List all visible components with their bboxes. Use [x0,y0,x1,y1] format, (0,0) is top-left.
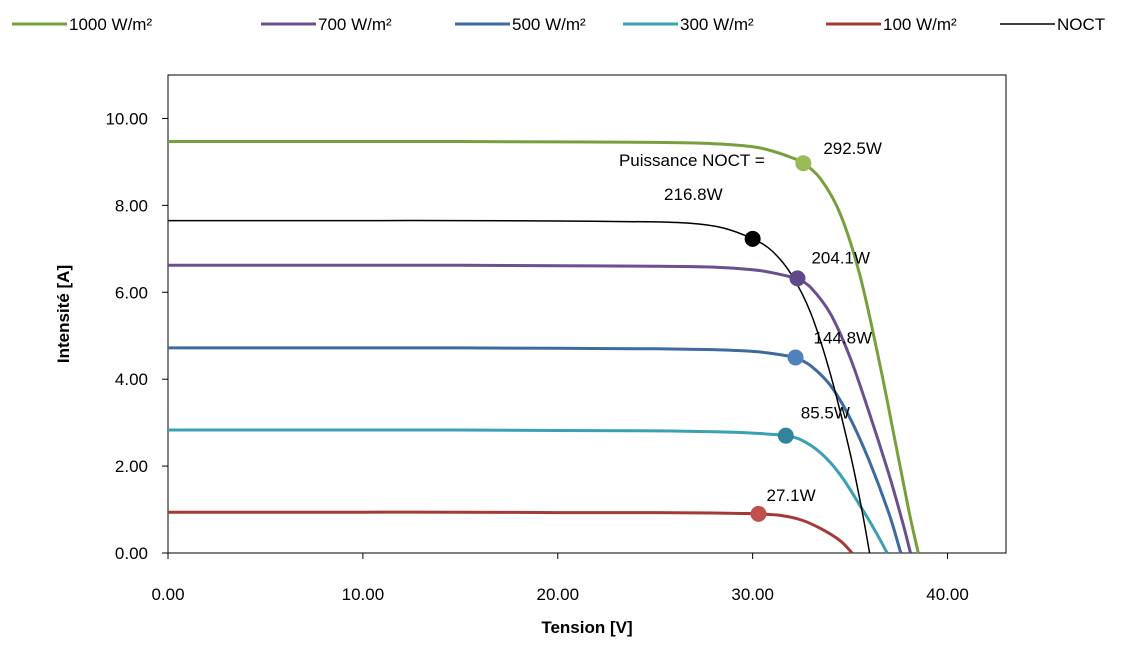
axes: 0.00 10.00 20.00 30.00 40.00 0.00 2.00 4.00 6.00… [105,109,968,604]
series-line-2 [168,346,903,554]
power-label-0: 292.5W [823,139,882,158]
power-label-2: 144.8W [814,328,873,347]
x-tick-label-1: 10.00 [342,585,385,604]
x-tick-label-0: 0.00 [151,585,184,604]
power-marker-4 [750,505,767,522]
series-line-4 [168,510,854,555]
series-line-3 [168,428,889,554]
legend: 1000 W/m² 700 W/m² 500 W/m² 300 W/m² 100 W/m… [12,15,1105,34]
x-tick-label-3: 30.00 [731,585,774,604]
power-markers: 292.5W 204.1W 144.8W 85.5W 27.1W Puissance NO… [619,139,882,522]
legend-label-2: 500 W/m² [512,15,586,34]
power-marker-1 [789,270,806,287]
y-tick-label-5: 10.00 [105,109,148,128]
y-tick-label-4: 8.00 [115,196,148,215]
series-lines [167,139,920,555]
legend-label-1: 700 W/m² [318,15,392,34]
y-tick-label-1: 2.00 [115,457,148,476]
y-tick-label-3: 6.00 [115,283,148,302]
series-line-1 [168,263,912,554]
power-marker-2 [787,349,804,366]
x-axis-title: Tension [V] [541,618,632,637]
power-label-1: 204.1W [811,248,870,267]
power-marker-0 [795,155,812,172]
x-tick-label-2: 20.00 [536,585,579,604]
power-label-4: 27.1W [766,486,815,505]
power-marker-5 [744,230,761,247]
power-marker-3 [777,427,794,444]
legend-label-0: 1000 W/m² [69,15,152,34]
series-line-0 [167,139,920,554]
noct-power-label-line-1: Puissance NOCT = [619,151,765,170]
legend-label-5: NOCT [1057,15,1105,34]
x-tick-label-4: 40.00 [926,585,969,604]
noct-power-label-line-2: 216.8W [664,185,723,204]
plot-area [167,74,1007,554]
power-label-3: 85.5W [801,404,850,423]
series-line-5 [168,219,871,554]
legend-label-3: 300 W/m² [680,15,754,34]
y-tick-label-2: 4.00 [115,370,148,389]
y-tick-label-0: 0.00 [115,544,148,563]
y-axis-title: Intensité [A] [54,265,73,363]
legend-label-4: 100 W/m² [883,15,957,34]
